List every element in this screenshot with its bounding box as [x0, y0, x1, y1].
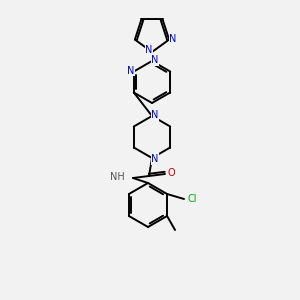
Text: N: N	[151, 154, 159, 164]
Text: N: N	[127, 65, 134, 76]
Text: O: O	[167, 168, 175, 178]
Text: N: N	[151, 110, 159, 120]
Text: NH: NH	[110, 172, 125, 182]
Text: N: N	[151, 55, 159, 65]
Text: N: N	[169, 34, 177, 44]
Text: Cl: Cl	[187, 194, 197, 204]
Text: N: N	[145, 45, 153, 55]
